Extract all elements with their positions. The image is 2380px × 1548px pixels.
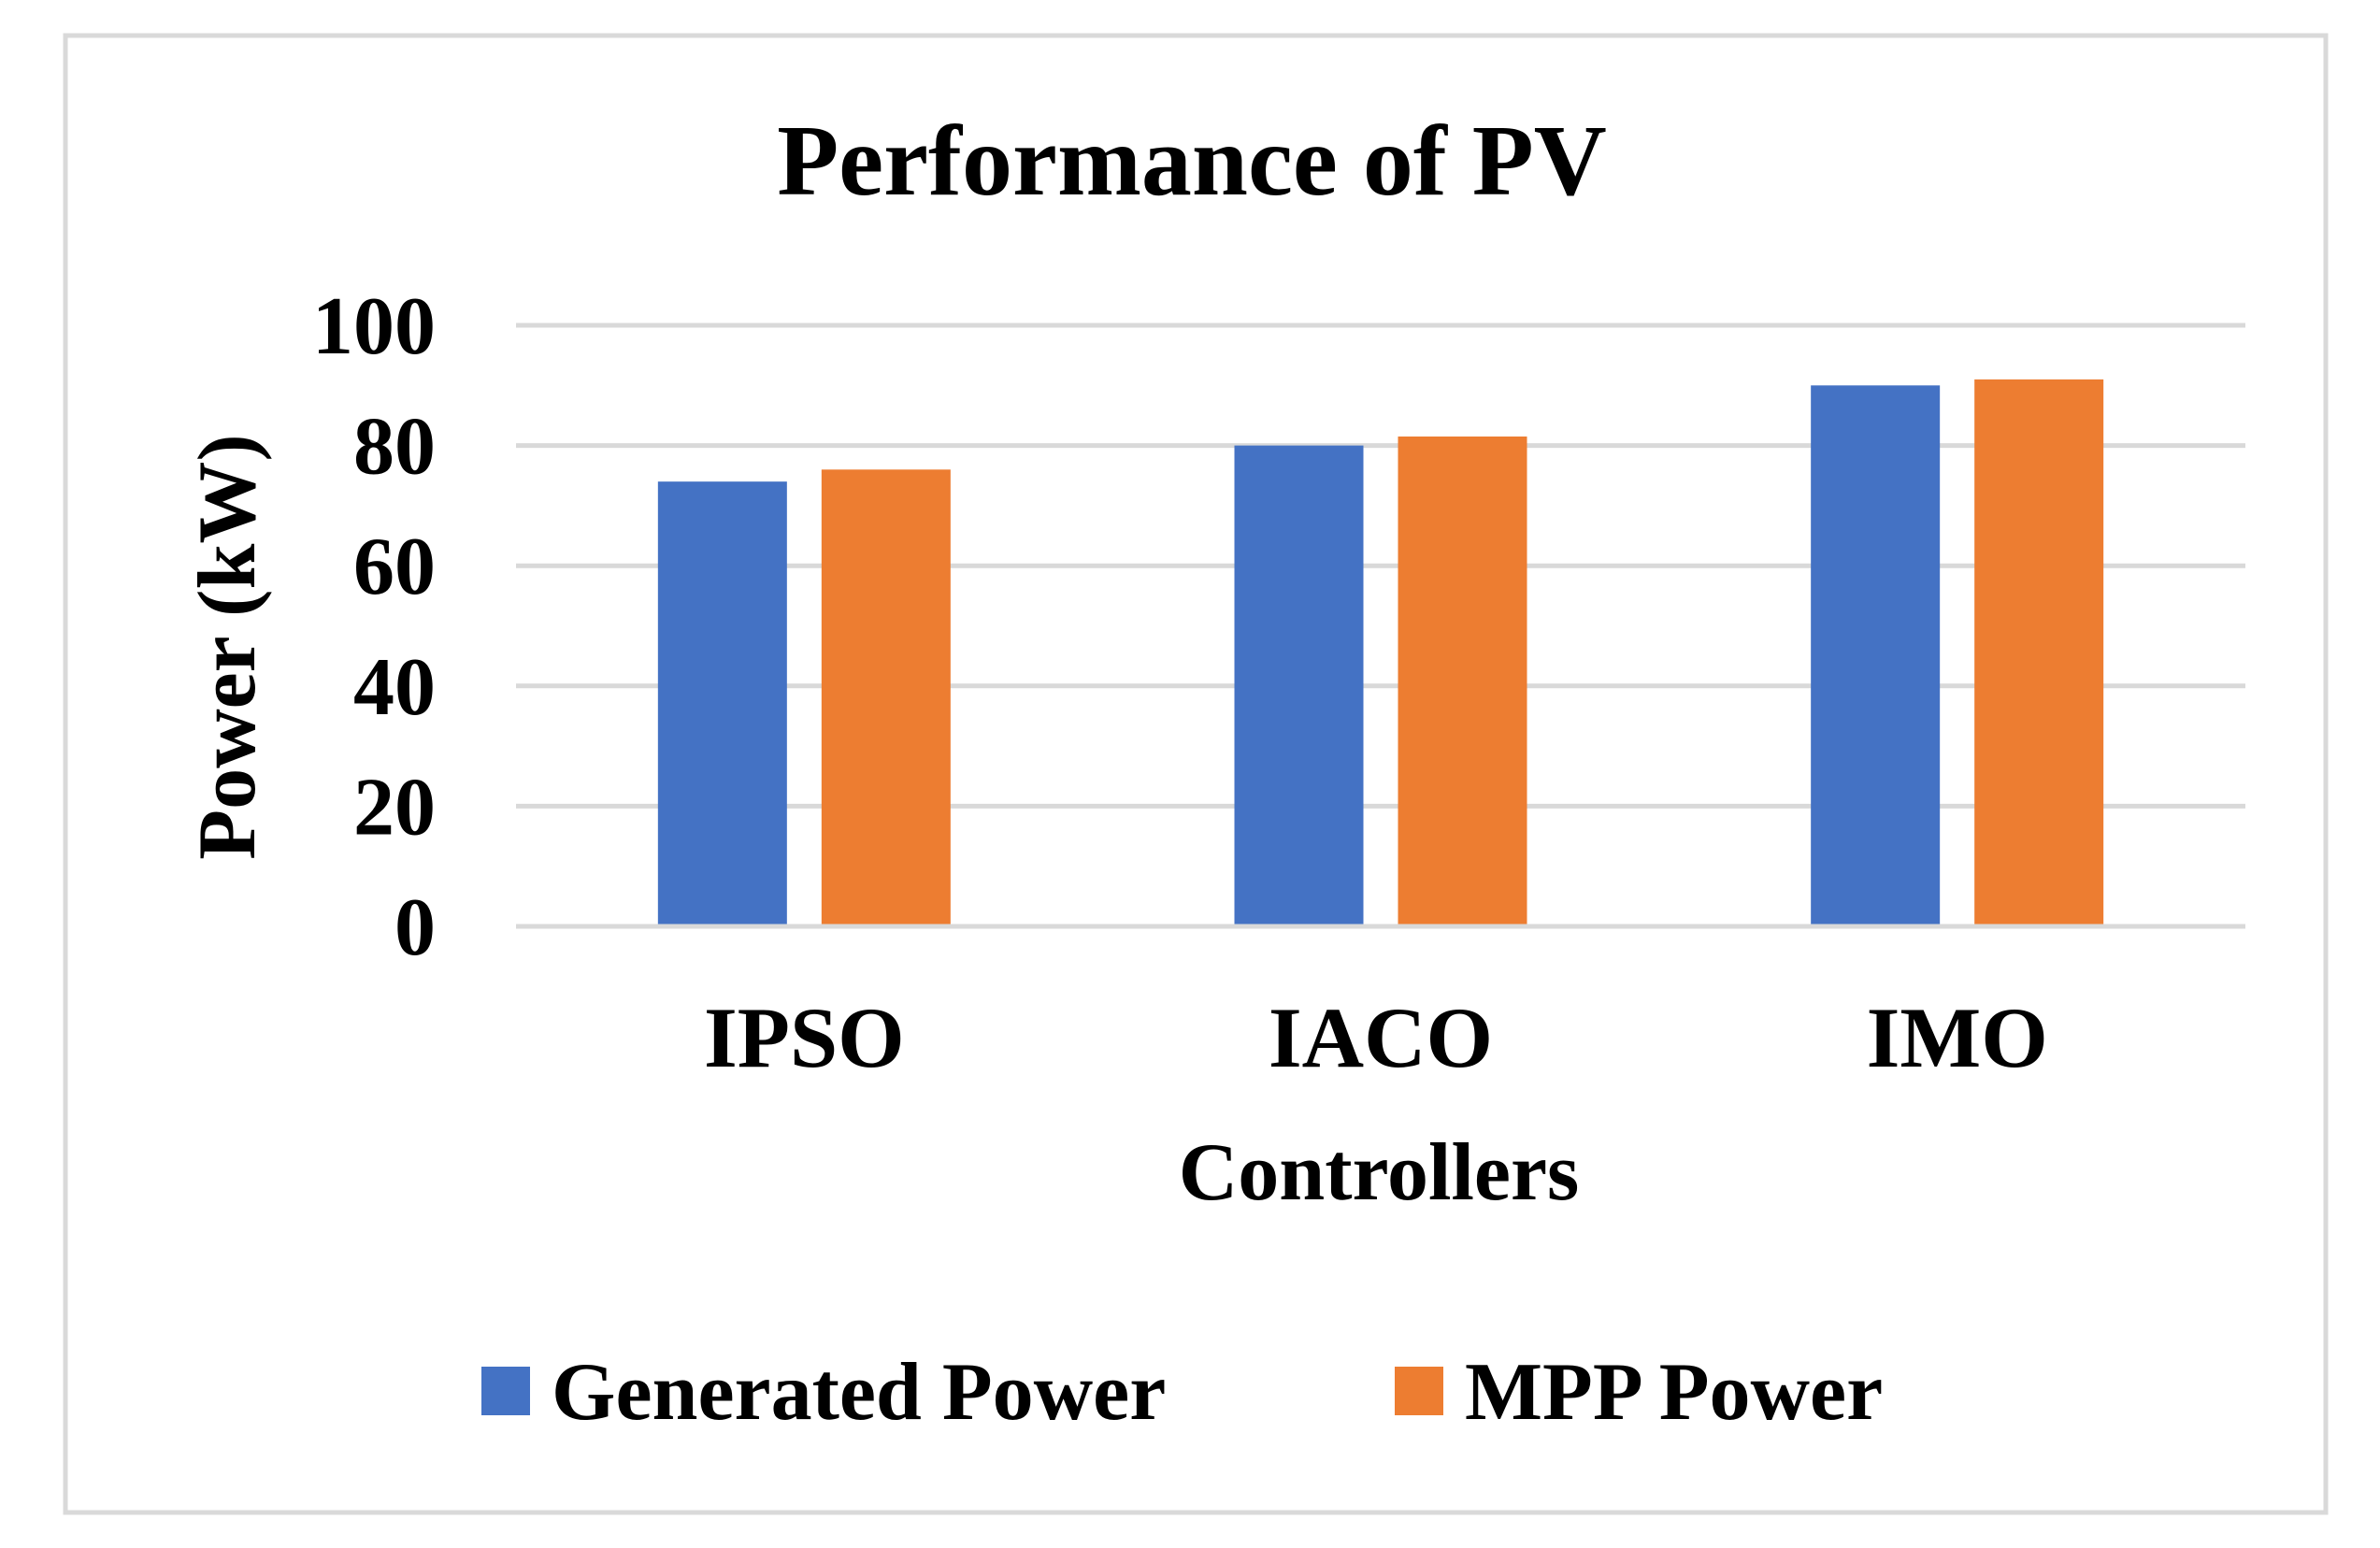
x-axis-label: Controllers	[1179, 1127, 1580, 1218]
x-tick-label-iaco: IACO	[1269, 990, 1493, 1085]
x-tick-label-ipso: IPSO	[704, 990, 905, 1085]
y-tick-label-20: 20	[353, 762, 436, 853]
legend: Generated Power MPP Power	[481, 1347, 1883, 1438]
legend-swatch-mpp-power	[1395, 1367, 1443, 1415]
y-tick-label-40: 40	[353, 642, 436, 733]
y-axis-ticks: 0 20 40 60 80 100	[312, 281, 436, 973]
bar-ipso-generated-power	[657, 481, 787, 926]
y-tick-label-100: 100	[312, 281, 436, 372]
bar-iaco-generated-power	[1234, 445, 1364, 927]
y-axis-label: Power (kW)	[182, 434, 273, 859]
bar-ipso-mpp-power	[821, 469, 951, 926]
y-tick-label-80: 80	[353, 402, 436, 493]
chart-title: Performance of PV	[777, 106, 1607, 217]
chart-frame	[63, 33, 2329, 1515]
y-tick-label-60: 60	[353, 522, 436, 612]
bar-imo-mpp-power	[1974, 379, 2104, 926]
legend-swatch-generated-power	[481, 1367, 530, 1415]
bars	[516, 379, 2245, 929]
bar-iaco-mpp-power	[1398, 436, 1527, 927]
bar-imo-generated-power	[1811, 385, 1941, 926]
x-axis-ticks: IPSO IACO IMO	[704, 990, 2048, 1085]
y-tick-label-0: 0	[394, 882, 436, 973]
legend-label-generated-power: Generated Power	[552, 1347, 1166, 1438]
x-tick-label-imo: IMO	[1867, 990, 2048, 1085]
legend-label-mpp-power: MPP Power	[1465, 1347, 1883, 1438]
